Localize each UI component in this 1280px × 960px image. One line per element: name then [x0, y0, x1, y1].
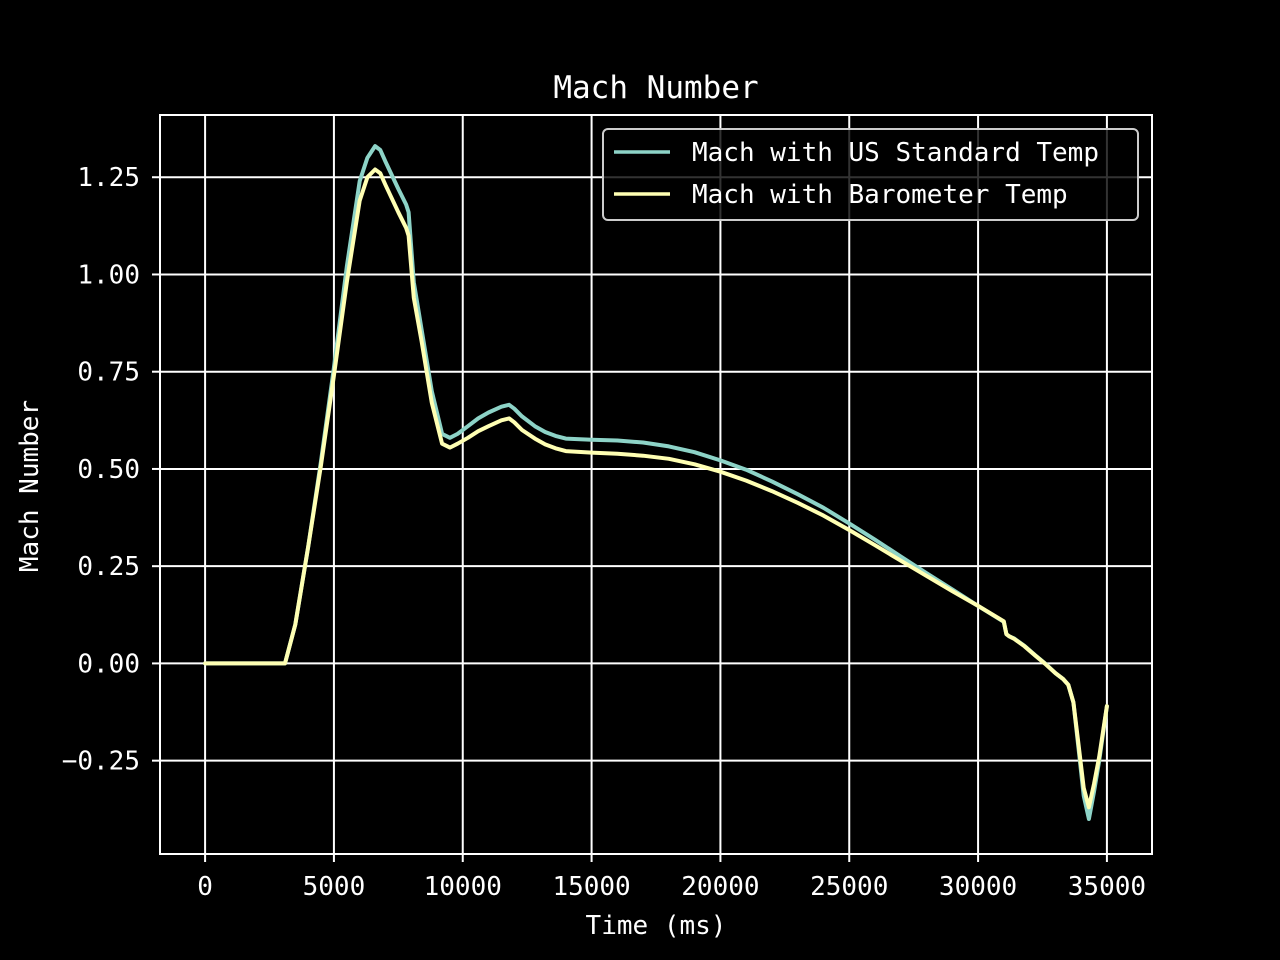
x-axis-ticks: 0 5000 10000 15000 20000 25000 30000 35000 — [197, 854, 1146, 902]
y-tick-label: −0.25 — [62, 747, 140, 777]
x-axis-label: Time (ms) — [586, 911, 727, 941]
x-tick-label: 30000 — [939, 872, 1017, 902]
series-layer — [203, 144, 1109, 821]
legend-box — [602, 128, 1139, 221]
y-tick-label: 0.75 — [77, 358, 140, 388]
y-tick-label: 1.25 — [77, 163, 140, 193]
y-tick-label: 1.00 — [77, 260, 140, 290]
x-tick-label: 20000 — [681, 872, 759, 902]
y-tick-label: 0.50 — [77, 455, 140, 485]
y-axis-ticks: −0.25 0.00 0.25 0.50 0.75 1.00 1.25 — [62, 163, 160, 777]
legend-label-us-standard: Mach with US Standard Temp — [692, 138, 1099, 168]
x-tick-label: 10000 — [424, 872, 502, 902]
plot-frame — [159, 114, 1153, 855]
legend-label-barometer: Mach with Barometer Temp — [692, 180, 1068, 210]
y-tick-label: 0.00 — [77, 649, 140, 679]
legend: Mach with US Standard Temp Mach with Bar… — [602, 128, 1139, 221]
y-tick-label: 0.25 — [77, 552, 140, 582]
y-axis-label: Mach Number — [15, 400, 45, 572]
x-tick-label: 35000 — [1068, 872, 1146, 902]
x-tick-label: 15000 — [552, 872, 630, 902]
series-line-barometer-temp — [203, 167, 1109, 810]
x-tick-label: 0 — [197, 872, 213, 902]
x-tick-label: 5000 — [303, 872, 366, 902]
x-tick-label: 25000 — [810, 872, 888, 902]
chart-title: Mach Number — [553, 70, 758, 106]
